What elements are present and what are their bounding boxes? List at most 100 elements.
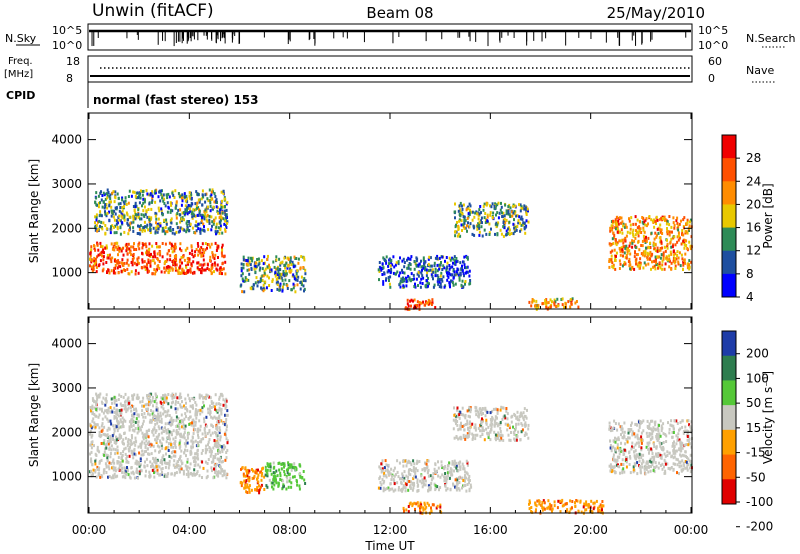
velocity-echo-cell [100, 424, 103, 428]
power-echo-cell [208, 214, 211, 218]
velocity-echo-cell [491, 417, 494, 421]
power-echo-cell [653, 247, 656, 251]
velocity-echo-cell [595, 499, 598, 503]
velocity-echo-cell [416, 481, 419, 484]
power-echo-cell [399, 285, 402, 289]
power-echo-cell [113, 266, 116, 270]
velocity-echo-cell [113, 416, 116, 420]
power-echo-cell [175, 255, 178, 259]
velocity-echo-cell [202, 400, 205, 404]
power-echo-cell [398, 274, 401, 278]
velocity-echo-cell [541, 501, 544, 504]
power-echo-cell [127, 195, 130, 198]
velocity-echo-cell [151, 419, 154, 423]
date-label: 25/May/2010 [607, 4, 705, 22]
power-echo-cell [404, 276, 407, 280]
velocity-echo-cell [549, 507, 552, 511]
velocity-echo-cell [214, 469, 217, 473]
velocity-echo-cell [559, 499, 562, 503]
power-echo-cell [173, 196, 176, 199]
velocity-echo-cell [154, 422, 157, 426]
velocity-echo-cell [161, 462, 164, 466]
power-echo-cell [490, 205, 493, 209]
power-echo-cell [488, 222, 491, 226]
power-echo-cell [206, 263, 209, 267]
velocity-echo-cell [385, 463, 388, 467]
power-echo-cell [102, 221, 105, 225]
power-echo-cell [688, 224, 691, 228]
velocity-echo-cell [112, 438, 115, 441]
power-echo-cell [401, 270, 404, 274]
velocity-echo-cell [131, 453, 134, 457]
velocity-echo-cell [466, 461, 469, 465]
power-echo-cell [194, 202, 197, 206]
velocity-echo-cell [261, 467, 264, 471]
velocity-echo-cell [403, 509, 405, 513]
velocity-echo-cell [459, 460, 462, 464]
velocity-echo-cell [459, 424, 462, 428]
velocity-echo-cell [271, 485, 273, 489]
power-echo-cell [222, 189, 225, 193]
power-echo-cell [521, 223, 524, 227]
velocity-echo-cell [541, 506, 544, 510]
power-echo-cell [498, 211, 501, 215]
power-echo-cell [459, 234, 462, 238]
velocity-echo-cell [248, 487, 251, 491]
velocity-echo-cell [258, 491, 261, 495]
power-echo-cell [170, 246, 173, 250]
power-echo-cell [266, 274, 269, 278]
velocity-echo-cell [219, 393, 222, 397]
velocity-echo-cell [113, 472, 116, 476]
velocity-echo-cell [172, 437, 175, 441]
power-echo-cell [132, 245, 135, 249]
power-echo-cell [380, 268, 383, 272]
velocity-echo-cell [195, 452, 198, 455]
power-echo-cell [130, 253, 133, 257]
velocity-echo-cell [170, 401, 173, 405]
velocity-echo-cell [161, 467, 164, 470]
velocity-echo-cell [148, 473, 151, 477]
power-echo-cell [255, 276, 258, 280]
velocity-echo-cell [420, 481, 423, 485]
power-echo-cell [262, 274, 265, 278]
velocity-echo-cell [168, 435, 171, 439]
velocity-echo-cell [380, 462, 383, 466]
velocity-echo-cell [412, 466, 415, 469]
power-echo-cell [165, 218, 168, 222]
velocity-echo-cell [192, 440, 195, 444]
velocity-echo-cell [133, 412, 136, 416]
power-echo-cell [430, 273, 433, 277]
power-echo-cell [146, 215, 149, 219]
power-echo-cell [610, 258, 613, 262]
power-echo-cell [221, 231, 224, 235]
velocity-echo-cell [128, 401, 130, 405]
power-echo-cell [677, 224, 680, 228]
power-echo-cell [206, 197, 209, 201]
velocity-echo-cell [105, 453, 108, 457]
power-echo-cell [150, 252, 152, 256]
velocity-echo-cell [414, 507, 416, 511]
power-echo-cell [388, 282, 391, 286]
power-echo-cell [448, 271, 451, 275]
velocity-echo-cell [457, 428, 460, 432]
power-echo-cell [441, 268, 444, 271]
power-echo-cell [413, 277, 416, 281]
velocity-echo-cell [220, 410, 223, 414]
velocity-echo-cell [143, 434, 146, 438]
power-echo-cell [215, 199, 217, 203]
velocity-echo-cell [181, 400, 183, 404]
velocity-echo-cell [114, 448, 117, 452]
power-echo-cell [418, 301, 421, 304]
velocity-echo-cell [427, 484, 430, 488]
power-echo-cell [681, 231, 684, 235]
power-echo-cell [620, 228, 623, 232]
power-echo-cell [650, 267, 652, 271]
power-echo-cell [682, 239, 685, 243]
velocity-echo-cell [423, 476, 426, 480]
velocity-echo-cell [216, 457, 219, 461]
power-echo-cell [225, 215, 228, 219]
power-echo-cell [654, 220, 657, 223]
power-echo-cell [196, 266, 199, 270]
power-echo-cell [645, 224, 648, 228]
velocity-echo-cell [120, 404, 123, 408]
